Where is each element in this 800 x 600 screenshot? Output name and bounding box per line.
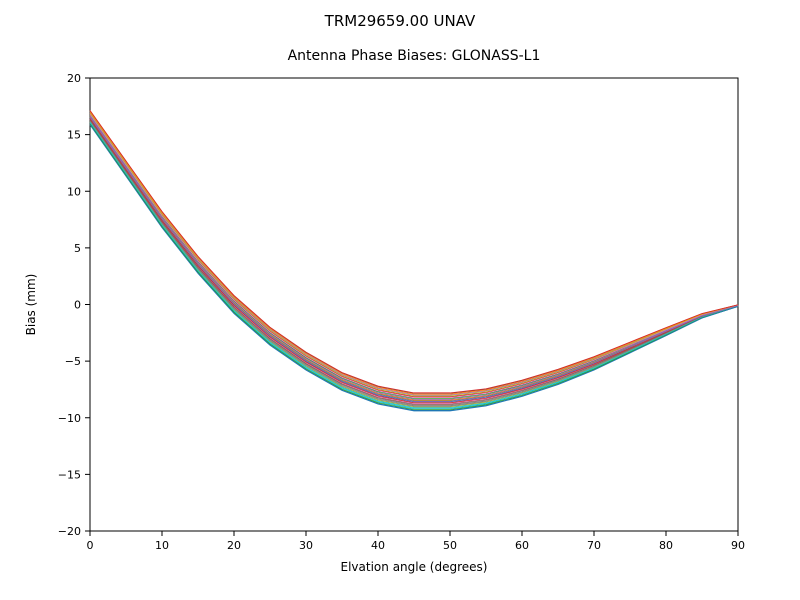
y-tick-label: 0 (74, 299, 81, 312)
series-line (90, 124, 738, 410)
y-tick-label: 15 (67, 129, 81, 142)
y-ticks: −20 −15 −10 −5 0 5 10 15 20 (58, 72, 90, 538)
chart-container: TRM29659.00 UNAV Antenna Phase Biases: G… (0, 0, 800, 600)
chart-title: Antenna Phase Biases: GLONASS-L1 (288, 48, 541, 64)
chart-suptitle: TRM29659.00 UNAV (324, 12, 476, 30)
y-tick-label: −15 (58, 468, 81, 481)
y-axis-label: Bias (mm) (24, 274, 38, 336)
plot-border (90, 78, 738, 531)
series-line (90, 120, 738, 405)
x-ticks: 0 10 20 30 40 50 60 70 80 90 (87, 531, 746, 552)
y-tick-label: −20 (58, 525, 81, 538)
y-tick-label: 5 (74, 242, 81, 255)
x-tick-label: 10 (155, 539, 169, 552)
series-line (90, 121, 738, 406)
x-tick-label: 70 (587, 539, 601, 552)
series-line (90, 122, 738, 407)
bias-chart: TRM29659.00 UNAV Antenna Phase Biases: G… (0, 0, 800, 600)
x-tick-label: 0 (87, 539, 94, 552)
x-tick-label: 50 (443, 539, 457, 552)
y-tick-label: −10 (58, 412, 81, 425)
series-line (90, 119, 738, 404)
plot-area: 0 10 20 30 40 50 60 70 80 90 −20 −15 −10 −5 0 5 10 15 20 (58, 72, 745, 552)
x-axis-label: Elvation angle (degrees) (341, 560, 488, 574)
x-tick-label: 90 (731, 539, 745, 552)
series-group (90, 110, 738, 411)
series-line (90, 122, 738, 407)
y-tick-label: 20 (67, 72, 81, 85)
x-tick-label: 80 (659, 539, 673, 552)
series-line (90, 125, 738, 411)
y-tick-label: 10 (67, 185, 81, 198)
series-line (90, 118, 738, 402)
series-line (90, 123, 738, 409)
x-tick-label: 40 (371, 539, 385, 552)
x-tick-label: 30 (299, 539, 313, 552)
x-tick-label: 60 (515, 539, 529, 552)
y-tick-label: −5 (65, 355, 81, 368)
series-line (90, 124, 738, 410)
x-tick-label: 20 (227, 539, 241, 552)
series-line (90, 120, 738, 405)
